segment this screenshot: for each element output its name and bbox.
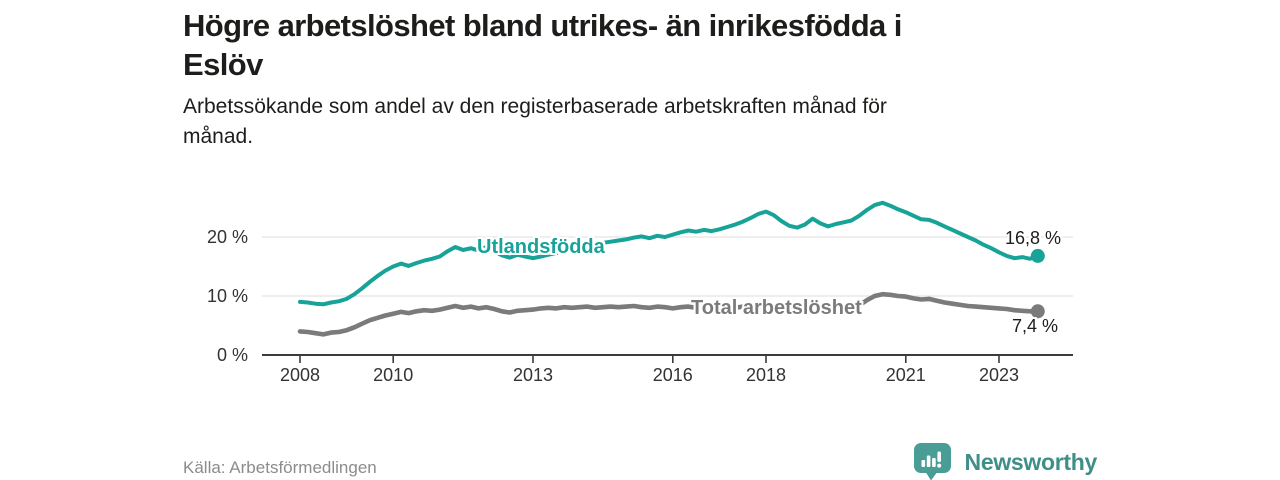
y-tick-label: 20 %: [206, 227, 248, 247]
source-caption: Källa: Arbetsförmedlingen: [183, 458, 377, 477]
x-tick-label: 2023: [978, 365, 1020, 385]
series-end-dot-0: [1030, 248, 1045, 263]
series-line-1: [297, 291, 1041, 337]
series-line-0: [298, 200, 1040, 307]
newsworthy-wordmark: Newsworthy: [964, 448, 1098, 475]
series-label-utlandsfodda: Utlandsfödda: [477, 236, 605, 258]
x-tick-label: 2021: [885, 365, 926, 385]
x-tick-label: 2018: [745, 365, 787, 385]
x-tick-label: 2016: [652, 365, 693, 385]
end-value-label-total: 7,4 %: [1012, 316, 1059, 336]
newsworthy-logo-icon: [913, 443, 951, 480]
x-tick-label: 2008: [279, 365, 321, 385]
chart-title: Högre arbetslöshet bland utrikes- än inr…: [183, 8, 902, 83]
series-end-dot-1: [1030, 304, 1045, 319]
y-tick-label: 0 %: [216, 345, 248, 365]
chart-subtitle: Arbetssökande som andel av den registerb…: [183, 95, 887, 149]
x-tick-label: 2010: [373, 365, 414, 385]
y-tick-label: 10 %: [206, 286, 248, 306]
end-value-label-utlandsfodda: 16,8 %: [1005, 228, 1062, 248]
newsworthy-logo: Newsworthy: [913, 442, 1097, 480]
x-tick-label: 2013: [512, 365, 554, 385]
series-label-total-arbetsloshet: Total arbetslöshet: [691, 297, 862, 319]
